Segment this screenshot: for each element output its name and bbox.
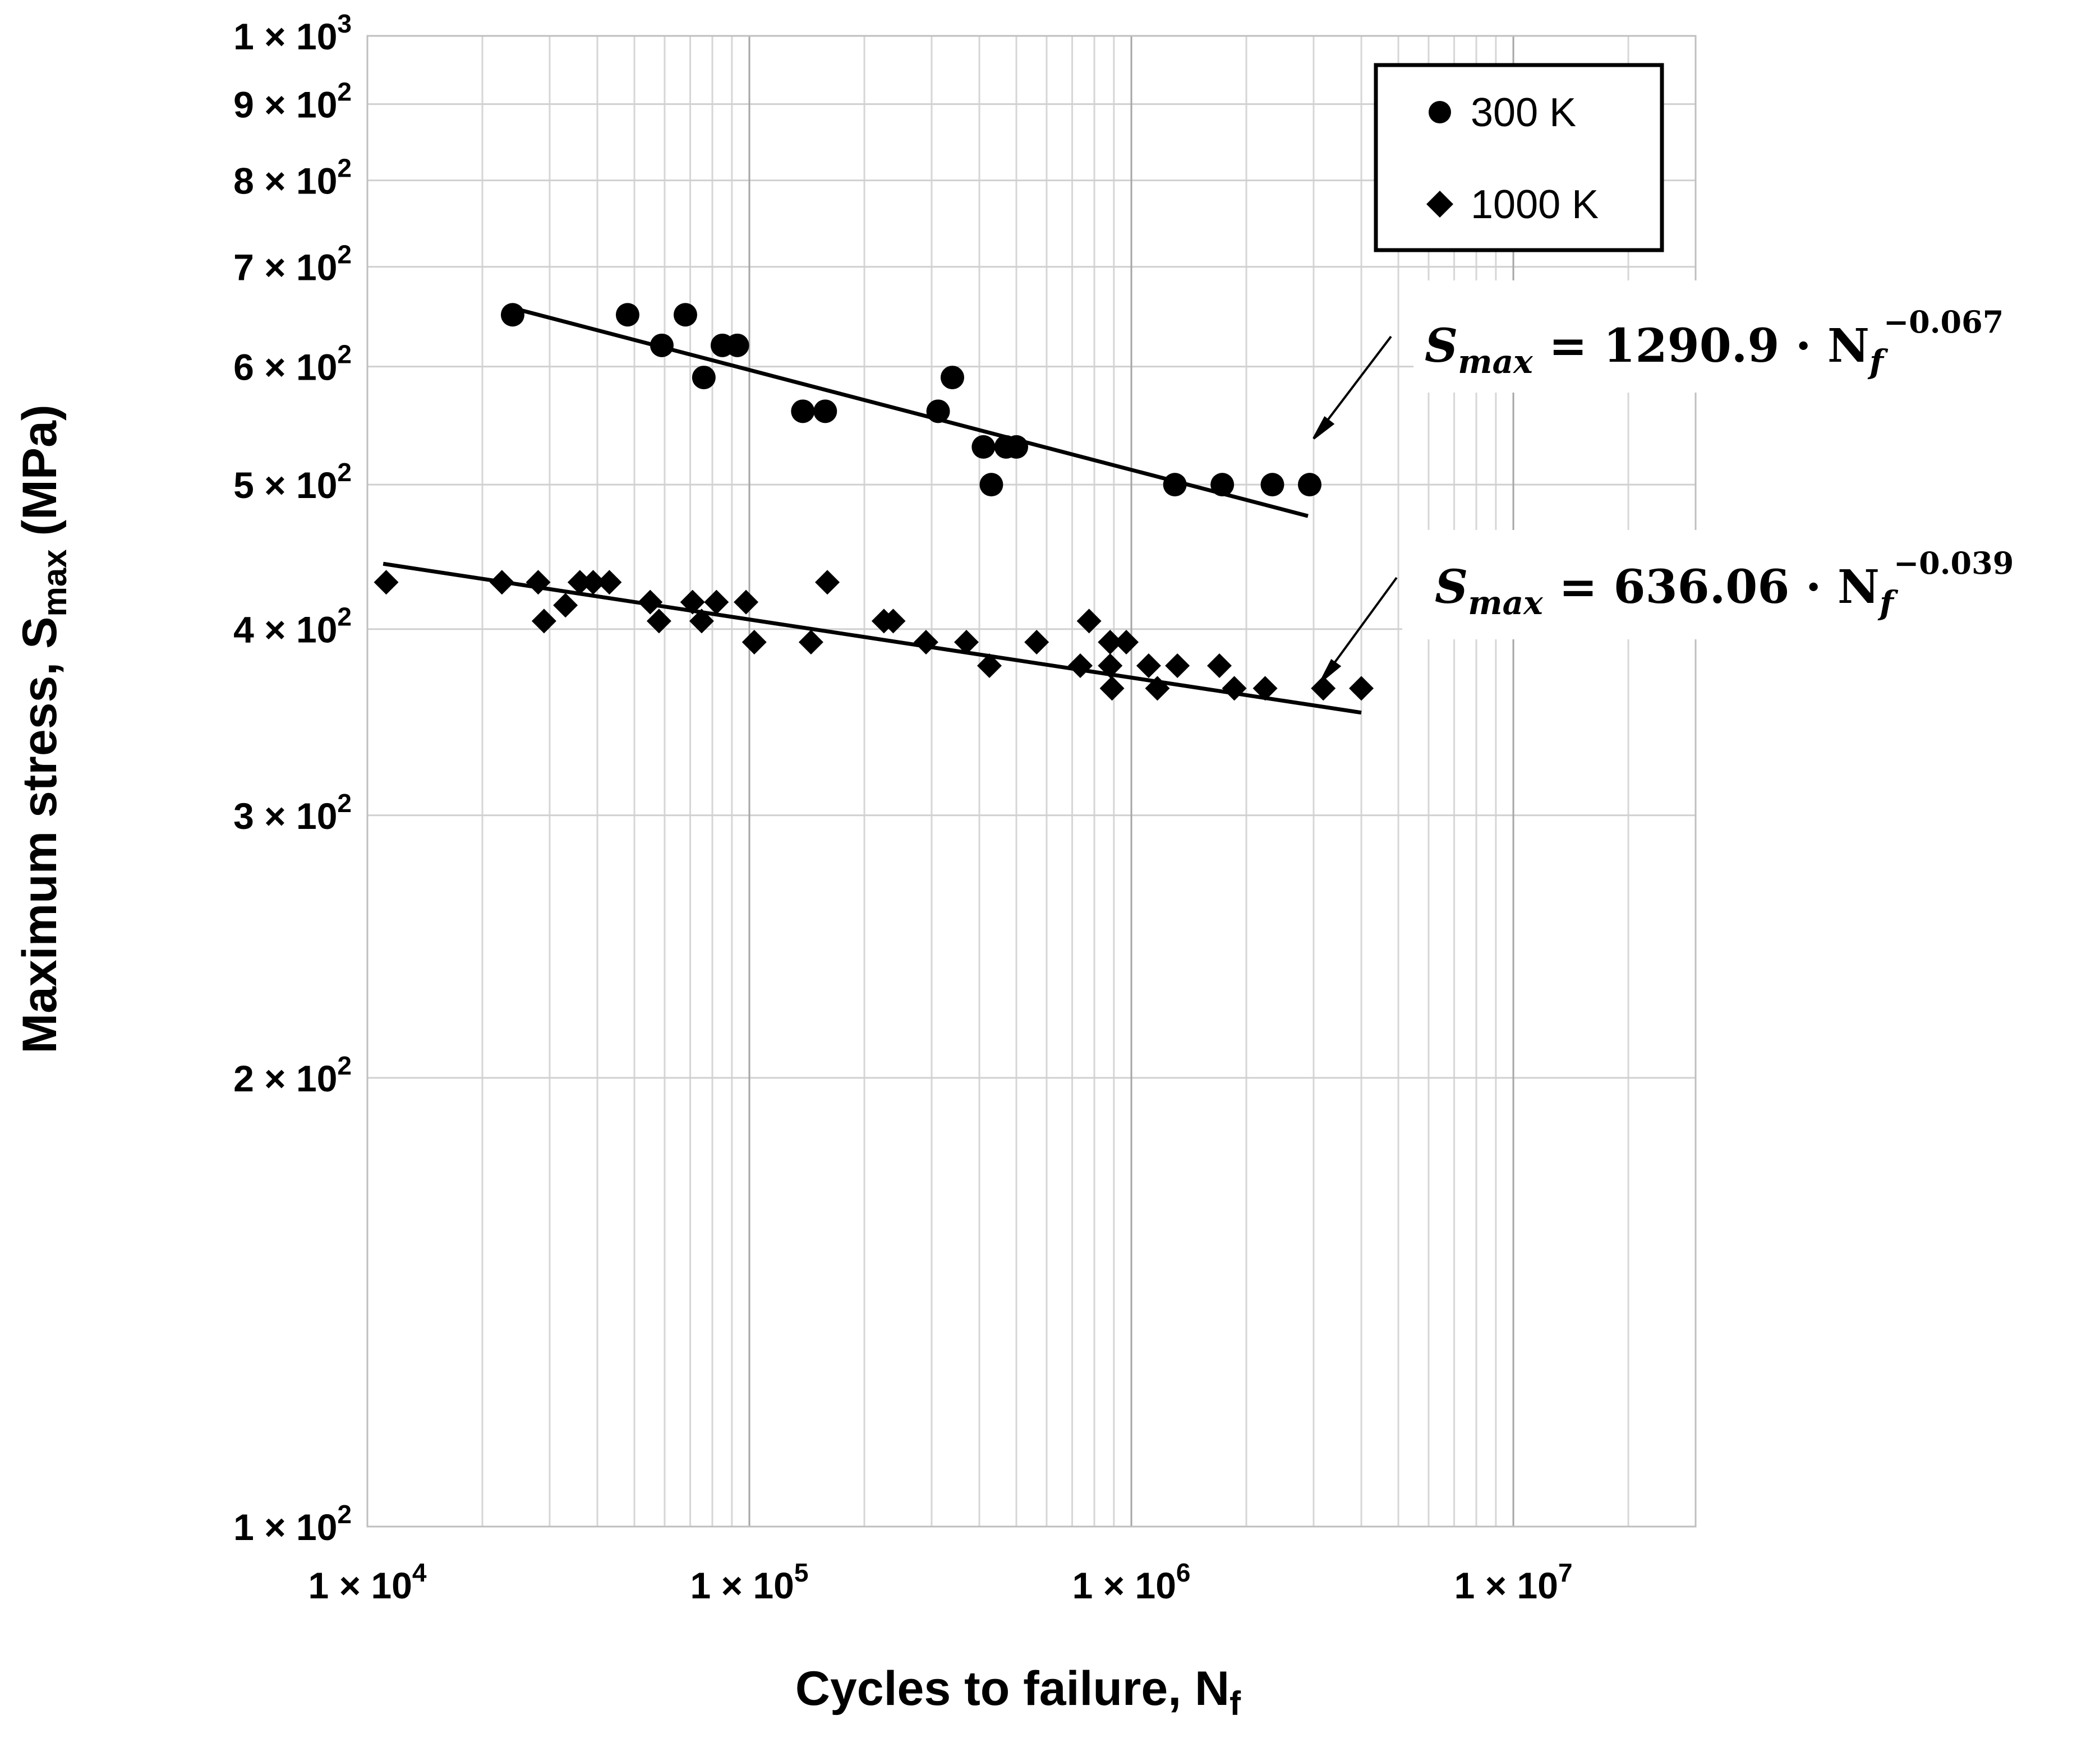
data-point-300k bbox=[673, 303, 697, 327]
data-point-1000k bbox=[913, 630, 938, 655]
data-point-1000k bbox=[374, 570, 399, 595]
equation-1000k-background bbox=[1402, 530, 2100, 639]
trendline-1000k bbox=[383, 561, 1362, 715]
data-point-1000k bbox=[597, 570, 622, 595]
data-point-1000k bbox=[1165, 653, 1190, 679]
y-axis-title: Maximum stress, Smax (MPa) bbox=[13, 404, 73, 1053]
data-point-1000k bbox=[1099, 676, 1125, 701]
equation-1000k: Smax = 636.06 · Nf−0.039 bbox=[1402, 530, 2100, 639]
data-point-1000k bbox=[531, 608, 556, 634]
data-point-1000k bbox=[881, 608, 906, 634]
data-point-1000k bbox=[1098, 653, 1123, 679]
data-point-1000k bbox=[1206, 653, 1232, 679]
data-point-300k bbox=[1210, 473, 1235, 497]
plot-area-frame bbox=[366, 35, 1697, 1528]
legend-marker-diamond bbox=[1426, 191, 1453, 218]
data-point-300k bbox=[926, 399, 950, 423]
data-point-1000k bbox=[1349, 676, 1374, 701]
data-point-300k bbox=[1005, 435, 1029, 459]
y-tick-label: 8 × 102 bbox=[233, 154, 352, 202]
data-point-300k bbox=[813, 399, 837, 423]
y-tick-label: 3 × 102 bbox=[233, 789, 352, 837]
data-point-1000k bbox=[646, 608, 671, 634]
x-tick-label: 1 × 106 bbox=[1072, 1558, 1191, 1606]
data-point-300k bbox=[791, 399, 815, 423]
data-point-1000k bbox=[1252, 676, 1278, 701]
data-point-1000k bbox=[1114, 630, 1139, 655]
data-point-1000k bbox=[689, 608, 714, 634]
y-tick-label: 9 × 102 bbox=[233, 77, 352, 126]
equation-1000k-arrowhead bbox=[1320, 659, 1342, 683]
y-axis-tick-labels: 1 × 103 9 × 102 8 × 102 7 × 102 6 × 102 5 × 1… bbox=[233, 9, 352, 1548]
data-point-1000k bbox=[954, 630, 979, 655]
data-point-1000k bbox=[1222, 676, 1247, 701]
data-point-300k bbox=[940, 366, 964, 390]
data-point-1000k bbox=[489, 570, 514, 595]
y-tick-label: 1 × 102 bbox=[233, 1500, 352, 1548]
x-tick-label: 1 × 104 bbox=[308, 1558, 427, 1606]
data-point-1000k bbox=[704, 589, 729, 615]
data-point-300k bbox=[1260, 473, 1284, 497]
data-point-300k bbox=[692, 366, 716, 390]
equation-300k-background bbox=[1413, 280, 2100, 393]
equation-300k-arrowhead bbox=[1312, 416, 1335, 440]
data-point-1000k bbox=[553, 593, 578, 618]
y-tick-label: 2 × 102 bbox=[233, 1051, 352, 1099]
data-point-1000k bbox=[977, 653, 1002, 679]
data-point-1000k bbox=[734, 589, 759, 615]
data-point-300k bbox=[500, 303, 524, 327]
x-axis-tick-labels: 1 × 104 1 × 105 1 × 106 1 × 107 bbox=[308, 1558, 1573, 1606]
data-point-1000k bbox=[567, 570, 592, 595]
data-point-1000k bbox=[1067, 653, 1093, 679]
data-point-1000k bbox=[1098, 630, 1123, 655]
x-tick-label: 1 × 105 bbox=[690, 1558, 809, 1606]
data-point-300k bbox=[1297, 473, 1321, 497]
y-tick-label: 4 × 102 bbox=[233, 602, 352, 651]
equation-300k-text: Smax = 1290.9 · Nf−0.067 bbox=[1425, 304, 2004, 381]
data-point-1000k bbox=[1311, 676, 1336, 701]
legend-box bbox=[1374, 63, 1664, 252]
data-point-1000k bbox=[638, 589, 663, 615]
legend-label-1000k: 1000 K bbox=[1471, 182, 1599, 227]
data-point-1000k bbox=[1136, 653, 1161, 679]
data-point-1000k bbox=[815, 570, 840, 595]
legend: 300 K 1000 K bbox=[1374, 63, 1664, 252]
data-point-300k bbox=[725, 333, 749, 357]
data-point-300k bbox=[615, 303, 639, 327]
data-point-1000k bbox=[798, 630, 823, 655]
y-tick-label: 5 × 102 bbox=[233, 458, 352, 506]
data-point-300k bbox=[971, 435, 996, 459]
data-point-1000k bbox=[1145, 676, 1170, 701]
data-point-300k bbox=[650, 333, 674, 357]
equation-1000k-text: Smax = 636.06 · Nf−0.039 bbox=[1435, 545, 2014, 622]
y-tick-label: 6 × 102 bbox=[233, 340, 352, 388]
equation-300k: Smax = 1290.9 · Nf−0.067 bbox=[1413, 280, 2100, 393]
legend-label-300k: 300 K bbox=[1471, 90, 1576, 135]
data-point-1000k bbox=[742, 630, 767, 655]
x-axis-title: Cycles to failure, Nf bbox=[795, 1662, 1241, 1722]
data-point-1000k bbox=[581, 570, 606, 595]
data-point-1000k bbox=[526, 570, 551, 595]
data-point-300k bbox=[1163, 473, 1187, 497]
legend-marker-circle bbox=[1429, 101, 1451, 123]
y-tick-label: 1 × 103 bbox=[233, 9, 352, 57]
data-point-1000k bbox=[680, 589, 705, 615]
y-tick-label: 7 × 102 bbox=[233, 240, 352, 288]
x-tick-label: 1 × 107 bbox=[1454, 1558, 1573, 1606]
data-point-1000k bbox=[1076, 608, 1102, 634]
data-point-1000k bbox=[1024, 630, 1049, 655]
data-point-300k bbox=[979, 473, 1003, 497]
data-points bbox=[374, 303, 1374, 701]
